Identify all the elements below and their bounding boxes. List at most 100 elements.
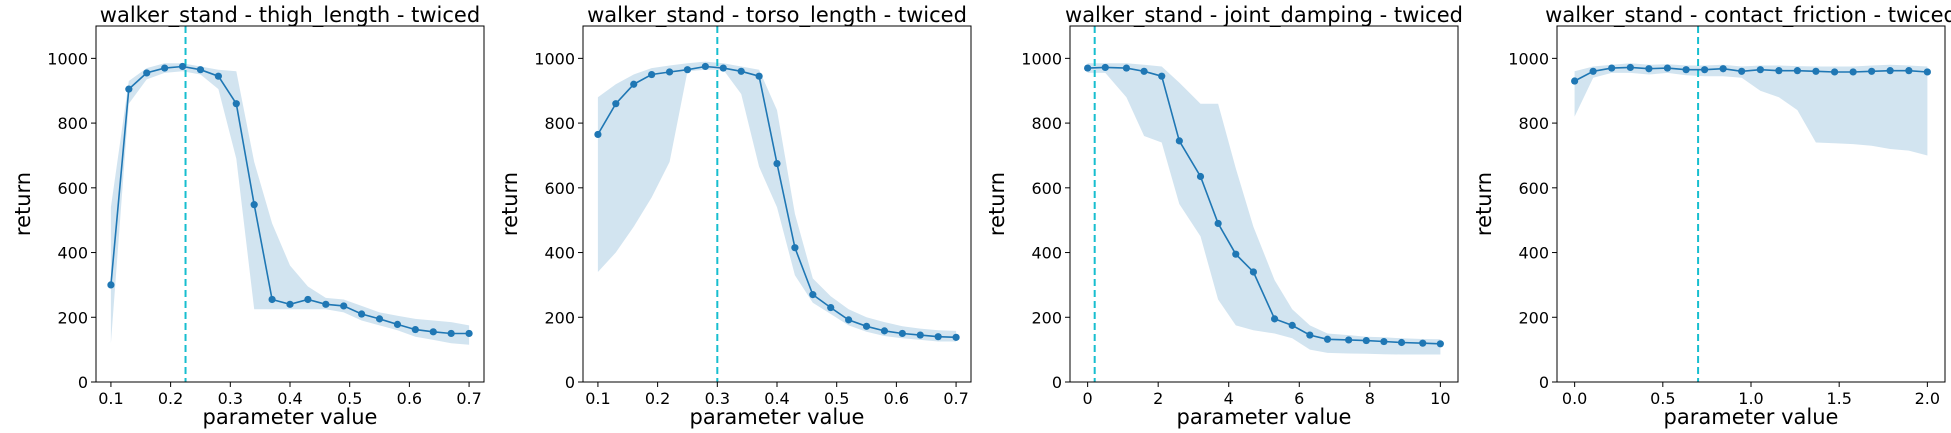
confidence-band (1574, 63, 1928, 156)
data-point (393, 320, 402, 328)
x-tick-label: 1.0 (1738, 389, 1763, 408)
data-point (916, 331, 924, 339)
data-point (665, 68, 674, 76)
data-point (1249, 268, 1258, 276)
data-point (340, 302, 348, 310)
data-point (1084, 64, 1092, 72)
data-point (1663, 64, 1672, 72)
plot-frame (1069, 25, 1459, 383)
data-point (1196, 172, 1205, 181)
data-point (1232, 250, 1240, 258)
x-tick-label: 1.5 (1826, 389, 1851, 408)
y-tick-label: 400 (1518, 244, 1549, 263)
x-tick-label: 0.2 (158, 389, 183, 408)
data-point (250, 201, 258, 209)
x-axis-label: parameter value (1664, 405, 1839, 429)
data-point (1288, 321, 1296, 329)
data-point (1270, 315, 1279, 323)
y-axis-label: return (1472, 172, 1496, 236)
y-tick-label: 600 (544, 179, 575, 198)
y-tick-label: 1000 (534, 49, 575, 68)
data-point (630, 80, 638, 88)
chart-panel-4: 0.0 0.5 1.0 1.5 2.0 0 200 400 600 800 1000 walker_s… (1472, 3, 1951, 429)
data-point (880, 327, 889, 335)
y-tick-label: 200 (1518, 308, 1549, 327)
data-point (648, 70, 656, 79)
y-tick-label: 1000 (1508, 49, 1549, 68)
y-tick-label: 0 (1539, 373, 1549, 392)
data-point (827, 303, 835, 312)
x-tick-label: 8 (1365, 389, 1375, 408)
data-point (232, 100, 240, 108)
data-point (612, 100, 620, 108)
y-tick-label: 1000 (1021, 49, 1062, 68)
x-tick-label: 0.5 (337, 389, 362, 408)
chart-title: walker_stand - torso_length - twiced (587, 3, 967, 28)
data-point (1140, 67, 1148, 75)
x-axis-label: parameter value (1177, 405, 1352, 429)
x-tick-label: 0.3 (705, 389, 730, 408)
data-point (862, 322, 871, 330)
x-tick-label: 0.5 (824, 389, 849, 408)
x-tick-label: 0.3 (218, 389, 243, 408)
data-point (1719, 65, 1727, 73)
data-point (1682, 66, 1690, 74)
chart-panel-3: 0 2 4 6 8 10 0 200 400 600 800 1000 walker_stand - j… (985, 3, 1463, 429)
y-tick-label: 200 (57, 308, 88, 327)
data-point (791, 244, 799, 252)
data-point (268, 295, 276, 304)
data-point (1775, 67, 1783, 75)
data-point (755, 72, 763, 80)
x-tick-label: 0.5 (1650, 389, 1675, 408)
data-point (1886, 67, 1894, 75)
y-tick-label: 800 (1518, 114, 1549, 133)
data-point (952, 333, 960, 341)
data-point (161, 64, 169, 72)
data-point (1738, 67, 1746, 75)
y-tick-label: 0 (78, 373, 88, 392)
x-tick-label: 0.1 (98, 389, 123, 408)
data-point (1626, 63, 1634, 72)
x-tick-label: 0.0 (1562, 389, 1587, 408)
x-axis-label: parameter value (203, 405, 378, 429)
data-point (1158, 72, 1166, 80)
y-tick-label: 200 (1031, 308, 1062, 327)
x-tick-label: 0.7 (943, 389, 968, 408)
data-point (358, 310, 366, 318)
x-tick-label: 0.6 (397, 389, 422, 408)
data-point (934, 333, 942, 341)
x-tick-label: 0.1 (585, 389, 610, 408)
x-tick-label: 0.2 (645, 389, 670, 408)
x-tick-label: 0.6 (884, 389, 909, 408)
data-point (1849, 68, 1857, 76)
x-tick-label: 0.7 (456, 389, 481, 408)
data-point (594, 130, 602, 139)
data-point (1397, 338, 1406, 347)
y-axis-label: return (985, 172, 1009, 236)
confidence-band (110, 63, 470, 345)
y-tick-label: 400 (57, 244, 88, 263)
data-point (1905, 67, 1913, 75)
data-point (196, 66, 205, 74)
x-tick-label: 0.4 (764, 389, 789, 408)
data-point (683, 66, 692, 74)
data-point (107, 281, 115, 289)
data-point (214, 72, 222, 80)
x-tick-label: 6 (1294, 389, 1304, 408)
chart-panel-1: 0.1 0.2 0.3 0.4 0.5 0.6 0.7 0 200 400 600 800 1000 wa… (11, 3, 485, 429)
data-point (304, 295, 312, 304)
y-tick-label: 400 (1031, 244, 1062, 263)
data-point (178, 62, 187, 71)
y-axis-label: return (498, 172, 522, 236)
chart-title: walker_stand - contact_friction - twiced (1545, 3, 1951, 28)
y-tick-label: 0 (565, 373, 575, 392)
data-point (322, 300, 330, 308)
data-point (809, 291, 817, 299)
x-tick-label: 10 (1430, 389, 1450, 408)
data-point (1645, 65, 1653, 73)
chart-panel-2: 0.1 0.2 0.3 0.4 0.5 0.6 0.7 0 200 400 600 800 1000 wa… (498, 3, 972, 429)
data-point (1608, 64, 1616, 72)
y-tick-label: 600 (1518, 179, 1549, 198)
y-tick-label: 1000 (47, 49, 88, 68)
